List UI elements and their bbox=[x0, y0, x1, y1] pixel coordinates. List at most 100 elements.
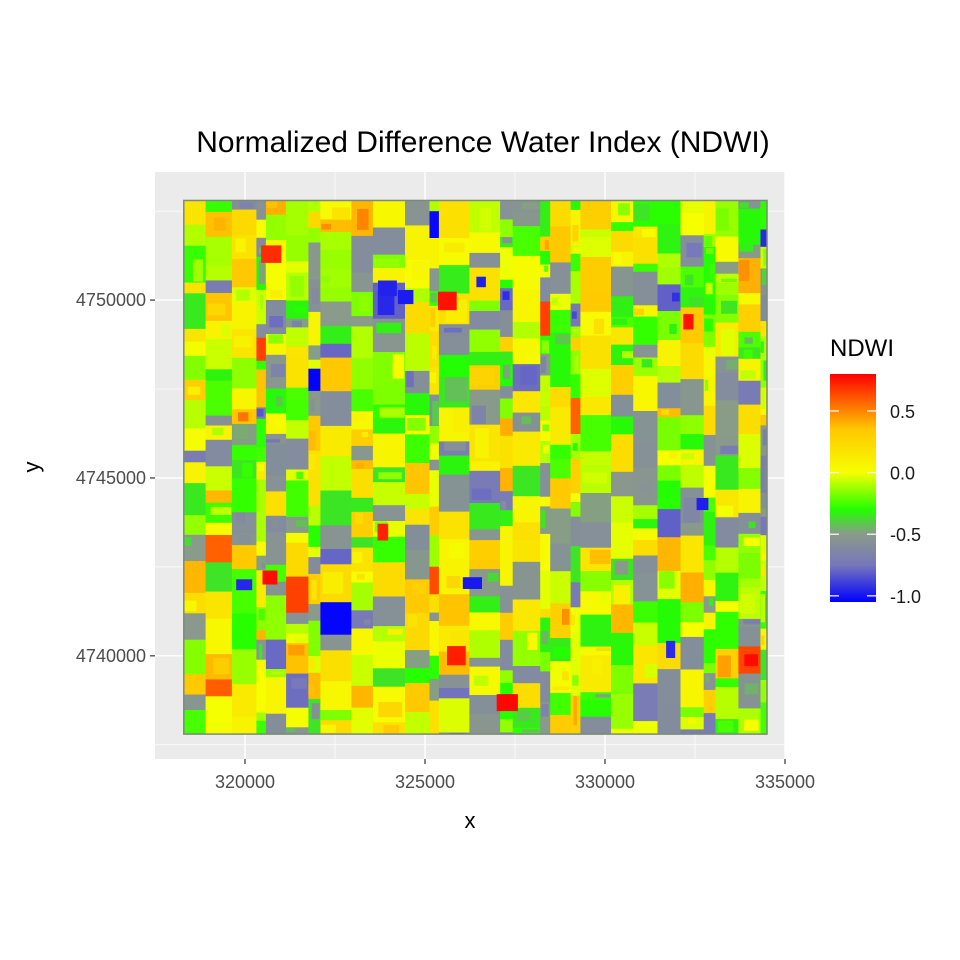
raster-cell bbox=[183, 674, 206, 695]
raster-cell bbox=[438, 674, 470, 689]
raster-cell bbox=[738, 293, 761, 305]
raster-cell bbox=[715, 455, 739, 491]
raster-cell bbox=[256, 505, 267, 543]
raster-cell bbox=[717, 655, 731, 678]
raster-cell bbox=[308, 359, 321, 370]
raster-cell bbox=[308, 475, 321, 506]
raster-cell bbox=[659, 571, 675, 589]
raster-cell bbox=[377, 523, 389, 541]
raster-cell bbox=[657, 498, 681, 510]
raster-cell bbox=[704, 318, 713, 332]
raster-cell bbox=[680, 522, 705, 537]
raster-cell bbox=[580, 716, 612, 735]
raster-cell bbox=[705, 443, 713, 463]
raster-cell bbox=[580, 646, 612, 656]
raster-cell bbox=[320, 425, 352, 457]
raster-cell bbox=[512, 666, 541, 684]
raster-cell bbox=[657, 465, 681, 481]
raster-cell bbox=[760, 564, 765, 577]
raster-cell bbox=[462, 577, 482, 589]
x-tick-label: 325000 bbox=[395, 772, 455, 792]
raster-cell bbox=[739, 245, 753, 252]
raster-cell bbox=[183, 341, 206, 357]
raster-cell bbox=[192, 259, 203, 282]
raster-cell bbox=[221, 324, 230, 337]
raster-cell bbox=[611, 632, 634, 666]
raster-cell bbox=[471, 405, 486, 425]
raster-cell bbox=[657, 366, 681, 383]
raster-cell bbox=[320, 710, 352, 721]
raster-cell bbox=[286, 235, 309, 262]
raster-cell bbox=[688, 717, 696, 724]
raster-cell bbox=[351, 326, 374, 359]
raster-cell bbox=[633, 204, 650, 221]
raster-cell bbox=[429, 566, 440, 595]
raster-cell bbox=[550, 571, 571, 604]
raster-cell bbox=[540, 200, 551, 237]
raster-cell bbox=[580, 571, 612, 592]
raster-cell bbox=[256, 369, 267, 408]
raster-cell bbox=[469, 630, 501, 659]
raster-cell bbox=[680, 434, 705, 450]
raster-cell bbox=[500, 435, 514, 469]
raster-cell bbox=[261, 563, 265, 569]
raster-cell bbox=[633, 263, 658, 273]
raster-cell bbox=[633, 622, 658, 646]
raster-cell bbox=[437, 291, 457, 311]
raster-cell bbox=[236, 289, 250, 301]
raster-cell bbox=[633, 505, 658, 520]
raster-cell bbox=[522, 729, 540, 733]
raster-cell bbox=[429, 470, 440, 507]
raster-cell bbox=[738, 208, 761, 246]
raster-cell bbox=[502, 291, 510, 300]
raster-cell bbox=[680, 636, 705, 670]
raster-cell bbox=[657, 340, 681, 367]
raster-cell bbox=[429, 655, 440, 680]
raster-cell bbox=[256, 630, 267, 641]
raster-cell bbox=[500, 418, 514, 437]
raster-cell bbox=[296, 519, 307, 528]
raster-cell bbox=[540, 652, 551, 672]
raster-cell bbox=[308, 454, 315, 470]
raster-cell bbox=[449, 543, 464, 558]
x-axis-ticks: 320000 325000 330000 335000 bbox=[215, 759, 815, 792]
raster-cell bbox=[313, 200, 319, 206]
raster-cell bbox=[256, 720, 267, 735]
raster-cell bbox=[744, 683, 759, 695]
raster-cell bbox=[205, 490, 233, 504]
raster-cell bbox=[187, 386, 201, 395]
raster-cell bbox=[205, 591, 233, 620]
raster-cell bbox=[570, 546, 581, 583]
raster-cell bbox=[429, 506, 440, 536]
raster-cell bbox=[256, 479, 267, 506]
raster-cell bbox=[591, 658, 603, 675]
raster-cell bbox=[479, 464, 492, 469]
raster-cell bbox=[617, 203, 630, 216]
chart-title: Normalized Difference Water Index (NDWI) bbox=[196, 126, 770, 159]
raster-cell bbox=[205, 369, 233, 381]
raster-cell bbox=[633, 271, 658, 306]
raster-cell bbox=[708, 597, 714, 606]
raster-cell bbox=[294, 637, 307, 643]
raster-cell bbox=[183, 515, 206, 536]
raster-cell bbox=[721, 300, 738, 314]
raster-cell bbox=[540, 510, 546, 529]
raster-cell bbox=[640, 386, 653, 399]
raster-cell bbox=[288, 616, 304, 622]
raster-cell bbox=[760, 336, 768, 361]
raster-cell bbox=[703, 200, 716, 235]
raster-cell bbox=[503, 364, 511, 379]
raster-cell bbox=[738, 260, 750, 281]
raster-cell bbox=[265, 475, 287, 492]
raster-cell bbox=[205, 415, 233, 426]
raster-cell bbox=[265, 214, 287, 241]
raster-cell bbox=[580, 396, 612, 416]
raster-cell bbox=[355, 512, 364, 524]
raster-cell bbox=[321, 276, 331, 283]
raster-cell bbox=[351, 497, 374, 513]
raster-cell bbox=[286, 480, 309, 518]
raster-cell bbox=[231, 716, 257, 735]
raster-cell bbox=[372, 227, 406, 256]
raster-cell bbox=[612, 301, 622, 311]
y-axis-label: y bbox=[19, 462, 44, 473]
